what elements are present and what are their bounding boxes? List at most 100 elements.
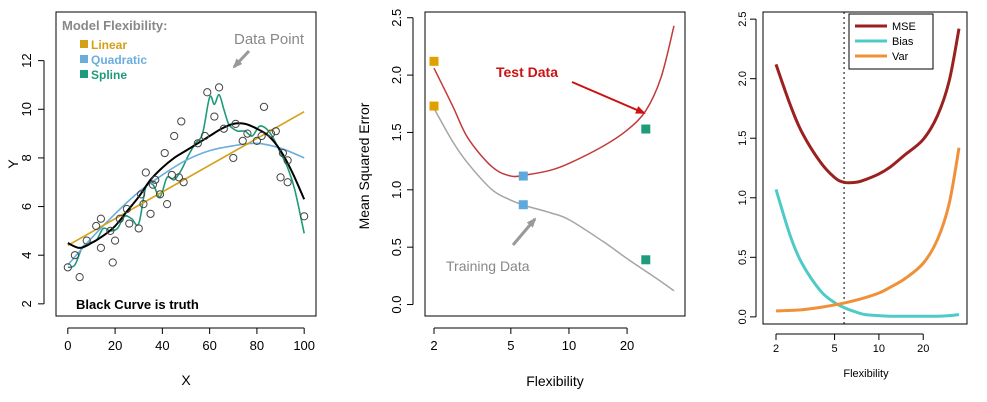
- x-tick-label: 2: [773, 343, 779, 355]
- x-tick-label: 0: [64, 338, 71, 353]
- legend-label-var: Var: [892, 51, 909, 63]
- data-point: [278, 148, 288, 158]
- data-point: [193, 139, 202, 148]
- data-point: [167, 170, 176, 180]
- x-tick-label: 100: [293, 338, 315, 353]
- y-axis-label: Y: [5, 159, 21, 169]
- data-point: [271, 127, 280, 136]
- curve-training-mse: [433, 107, 675, 292]
- data-point: [139, 200, 148, 209]
- data-point: [266, 129, 276, 138]
- panel-right: 2 5 10 20 0.0 0.5 1.0 1.5 2.0 2.5 MSE Bias Var Fl…: [737, 11, 968, 380]
- x-axis-label: Flexibility: [526, 373, 584, 389]
- data-point: [63, 263, 72, 272]
- y-tick-label: 1.0: [389, 181, 404, 199]
- y-tick-label: 2.5: [389, 9, 404, 27]
- data-point: [75, 272, 84, 282]
- x-tick-label: 20: [108, 338, 122, 353]
- curve-truth: [67, 122, 306, 249]
- truth-caption: Black Curve is truth: [76, 297, 199, 312]
- data-point-annotation: Data Point: [234, 31, 305, 48]
- x-tick-label: 40: [155, 338, 169, 353]
- x-axis-label: X: [181, 372, 191, 388]
- data-point: [259, 102, 269, 111]
- legend-label-linear: Linear: [91, 38, 127, 52]
- y-tick-label: 6: [19, 203, 34, 210]
- legend-label-spline: Spline: [91, 68, 127, 82]
- y-tick-label: 2: [19, 300, 34, 307]
- legend-title: Model Flexibility:: [62, 18, 167, 33]
- data-point: [203, 88, 212, 97]
- data-point: [252, 136, 262, 145]
- data-point: [243, 129, 252, 138]
- data-point: [122, 204, 132, 214]
- y-tick-label: 0.0: [737, 309, 749, 324]
- data-point: [231, 119, 240, 128]
- flexibility-marker: [641, 255, 651, 265]
- x-tick-label: 10: [873, 343, 885, 355]
- curve-linear: [67, 111, 305, 247]
- curve-var: [775, 147, 961, 313]
- data-point: [162, 200, 172, 209]
- data-point: [160, 148, 169, 158]
- y-tick-label: 1.5: [389, 123, 404, 141]
- curve-test-mse: [433, 25, 675, 178]
- data-point: [177, 117, 186, 126]
- plot-frame: [424, 11, 686, 317]
- data-point: [210, 112, 219, 121]
- flexibility-marker: [641, 124, 651, 134]
- data-point: [148, 180, 158, 189]
- data-point: [146, 209, 155, 218]
- data-point: [229, 153, 238, 163]
- x-tick-label: 5: [832, 343, 838, 355]
- curve-spline: [67, 93, 305, 269]
- legend-label-quadratic: Quadratic: [91, 53, 147, 67]
- y-tick-label: 0.0: [389, 295, 404, 313]
- x-tick-label: 20: [917, 343, 929, 355]
- data-point-arrow: [232, 49, 251, 69]
- y-tick-label: 12: [19, 53, 34, 67]
- curve-mse: [774, 28, 961, 185]
- x-tick-label: 60: [202, 338, 216, 353]
- data-point: [108, 258, 117, 267]
- y-tick-label: 1.0: [737, 190, 749, 205]
- test-data-annotation: Test Data: [496, 64, 558, 80]
- flexibility-marker: [429, 56, 439, 66]
- curve-quadratic: [67, 142, 305, 266]
- data-point: [179, 178, 188, 187]
- flexibility-marker: [518, 171, 528, 181]
- y-tick-label: 10: [19, 102, 34, 116]
- data-point: [106, 226, 115, 235]
- y-tick-label: 1.5: [737, 131, 749, 146]
- data-point: [151, 175, 160, 184]
- data-point: [300, 212, 309, 221]
- x-tick-label: 5: [507, 338, 514, 353]
- legend-swatch-quadratic: [80, 55, 88, 63]
- y-tick-label: 0.5: [389, 238, 404, 256]
- curve-bias: [774, 188, 960, 318]
- data-point: [214, 83, 224, 92]
- y-tick-label: 8: [19, 154, 34, 161]
- legend-swatch-spline: [80, 70, 88, 78]
- data-point: [174, 173, 184, 182]
- data-point: [276, 173, 285, 182]
- training-data-annotation: Training Data: [446, 258, 530, 274]
- data-point: [141, 168, 150, 177]
- data-point: [125, 219, 134, 228]
- test-data-arrow: [571, 81, 646, 114]
- x-tick-label: 2: [430, 338, 437, 353]
- y-tick-label: 2.0: [737, 71, 749, 86]
- data-point: [155, 190, 165, 199]
- data-point: [96, 214, 106, 223]
- x-tick-label: 20: [620, 338, 634, 353]
- x-tick-label: 80: [250, 338, 264, 353]
- plot-frame: [55, 11, 317, 317]
- y-tick-label: 0.5: [737, 250, 749, 265]
- data-point: [70, 251, 80, 260]
- data-point: [115, 214, 124, 223]
- data-point: [136, 190, 146, 199]
- flexibility-marker: [429, 101, 439, 111]
- y-tick-label: 4: [19, 252, 34, 259]
- data-point: [134, 224, 143, 233]
